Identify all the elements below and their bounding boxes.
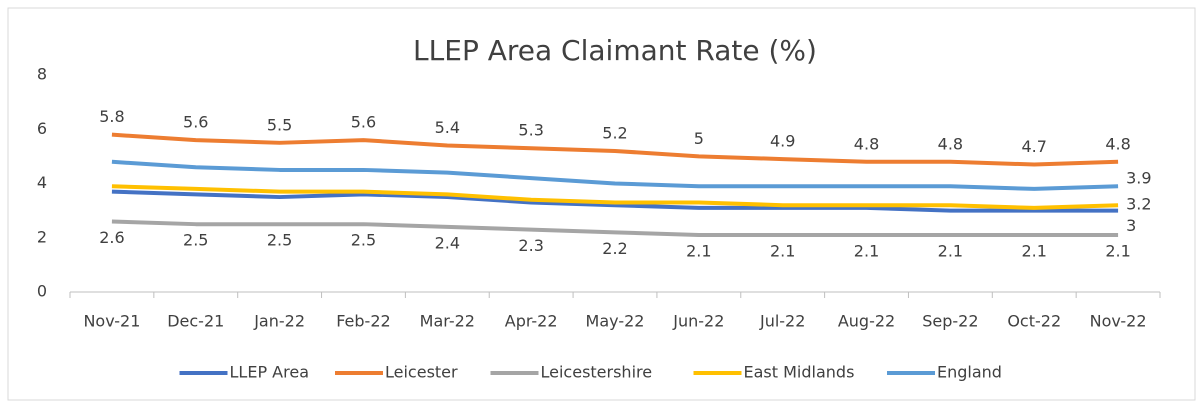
y-tick-label: 6 (37, 119, 47, 138)
x-tick-label: Apr-22 (505, 312, 558, 331)
y-tick-label: 0 (37, 282, 47, 301)
series-line (111, 159, 1119, 191)
data-label: 5.3 (518, 121, 543, 140)
data-label: 4.8 (854, 134, 879, 153)
data-label: 2.1 (686, 242, 711, 261)
x-tick-label: Mar-22 (420, 312, 475, 331)
x-tick-label: Nov-22 (1090, 312, 1147, 331)
data-label: 2.4 (435, 233, 460, 252)
x-tick-label: Jun-22 (672, 312, 724, 331)
x-tick-label: May-22 (586, 312, 645, 331)
legend-label: Leicestershire (541, 363, 653, 382)
data-label: 5 (694, 129, 704, 148)
data-label: 5.8 (99, 107, 124, 126)
data-label: 4.9 (770, 132, 795, 151)
legend-label: East Midlands (744, 363, 855, 382)
x-tick-label: Aug-22 (838, 312, 895, 331)
y-tick-label: 8 (37, 65, 47, 84)
x-tick-label: Jul-22 (759, 312, 805, 331)
data-label: 2.1 (938, 242, 963, 261)
x-tick-label: Jan-22 (253, 312, 305, 331)
chart-title: LLEP Area Claimant Rate (%) (413, 34, 817, 67)
data-label: 2.2 (602, 239, 627, 258)
x-tick-label: Sep-22 (922, 312, 978, 331)
x-tick-label: Oct-22 (1007, 312, 1061, 331)
series-line (111, 132, 1119, 167)
x-tick-label: Feb-22 (336, 312, 390, 331)
data-label: 4.8 (938, 134, 963, 153)
data-label: 3 (1126, 216, 1136, 235)
y-tick-label: 2 (37, 227, 47, 246)
legend-label: England (937, 363, 1002, 382)
data-label: 5.4 (435, 118, 460, 137)
data-label: 5.6 (351, 113, 376, 132)
x-tick-label: Nov-21 (83, 312, 140, 331)
y-tick-label: 4 (37, 173, 47, 192)
data-label: 5.2 (602, 123, 627, 142)
series-line (111, 189, 1119, 213)
data-label: 4.8 (1105, 134, 1130, 153)
data-label: 5.5 (267, 115, 292, 134)
x-tick-label: Dec-21 (167, 312, 224, 331)
data-label: 4.7 (1022, 137, 1047, 156)
series-line (111, 219, 1119, 238)
data-label: 2.1 (1105, 242, 1130, 261)
data-label: 5.6 (183, 113, 208, 132)
data-label: 2.5 (267, 231, 292, 250)
legend-label: Leicester (385, 363, 458, 382)
data-label: 2.6 (99, 228, 124, 247)
data-label: 2.5 (183, 231, 208, 250)
series-line (111, 184, 1119, 210)
data-label: 3.9 (1126, 169, 1151, 188)
data-label: 2.1 (1022, 242, 1047, 261)
data-label: 2.5 (351, 231, 376, 250)
legend-label: LLEP Area (230, 363, 310, 382)
data-label: 2.1 (854, 242, 879, 261)
data-label: 3.2 (1126, 195, 1151, 214)
data-label: 2.3 (518, 236, 543, 255)
data-label: 2.1 (770, 242, 795, 261)
